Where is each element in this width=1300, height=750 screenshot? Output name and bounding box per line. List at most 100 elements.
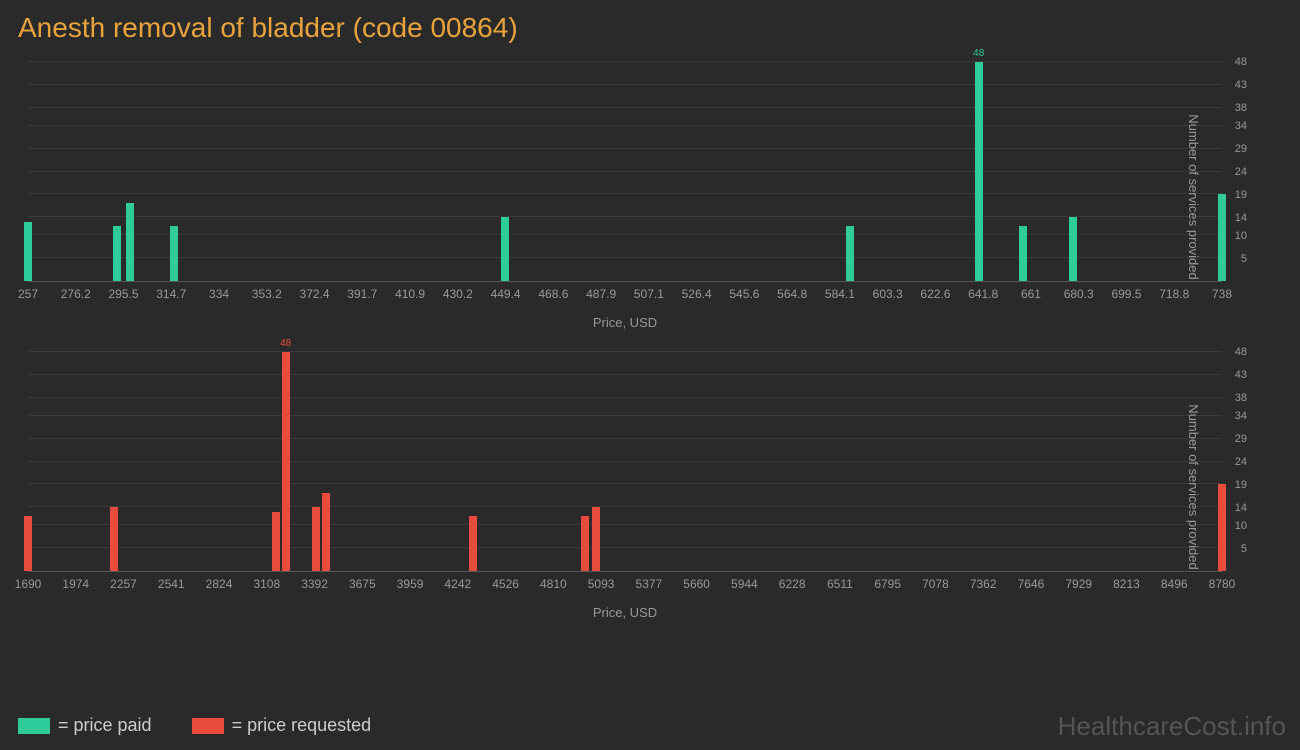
grid-line <box>28 148 1222 149</box>
x-axis-label: Price, USD <box>28 605 1222 620</box>
charts-container: 48 257276.2295.5314.7334353.2372.4391.74… <box>18 52 1282 632</box>
x-tick: 738 <box>1212 287 1232 301</box>
x-tick: 314.7 <box>156 287 186 301</box>
legend-swatch <box>192 718 224 734</box>
x-tick: 6228 <box>779 577 806 591</box>
y-tick: 48 <box>1235 346 1247 358</box>
x-tick: 468.6 <box>538 287 568 301</box>
y-tick: 5 <box>1241 543 1247 555</box>
grid-line <box>28 438 1222 439</box>
y-tick: 14 <box>1235 502 1247 514</box>
y-tick: 43 <box>1235 79 1247 91</box>
bar <box>469 516 477 571</box>
x-tick: 680.3 <box>1064 287 1094 301</box>
y-tick: 19 <box>1235 479 1247 491</box>
x-tick: 6511 <box>827 577 853 591</box>
grid-line <box>28 415 1222 416</box>
x-tick: 699.5 <box>1111 287 1141 301</box>
x-tick: 1690 <box>15 577 42 591</box>
x-tick: 564.8 <box>777 287 807 301</box>
x-tick: 603.3 <box>873 287 903 301</box>
x-tick: 6795 <box>874 577 901 591</box>
x-tick: 545.6 <box>729 287 759 301</box>
y-tick: 38 <box>1235 102 1247 114</box>
watermark: HealthcareCost.info <box>1058 711 1286 742</box>
x-tick: 391.7 <box>347 287 377 301</box>
x-tick: 507.1 <box>634 287 664 301</box>
bar-value-label: 48 <box>280 338 291 349</box>
grid-line <box>28 506 1222 507</box>
page-title: Anesth removal of bladder (code 00864) <box>0 0 1300 52</box>
x-tick: 4810 <box>540 577 567 591</box>
bar <box>170 226 178 281</box>
grid-line <box>28 61 1222 62</box>
x-tick: 3108 <box>253 577 280 591</box>
legend-swatch <box>18 718 50 734</box>
x-tick: 353.2 <box>252 287 282 301</box>
legend: = price paid = price requested <box>18 715 371 736</box>
x-tick: 487.9 <box>586 287 616 301</box>
y-tick: 48 <box>1235 56 1247 68</box>
bar <box>846 226 854 281</box>
x-tick: 584.1 <box>825 287 855 301</box>
x-tick: 2541 <box>158 577 185 591</box>
y-tick: 24 <box>1235 456 1247 468</box>
x-tick: 410.9 <box>395 287 425 301</box>
x-tick: 7362 <box>970 577 997 591</box>
chart-price-paid: 48 257276.2295.5314.7334353.2372.4391.74… <box>18 52 1282 342</box>
grid-line <box>28 193 1222 194</box>
x-tick: 8213 <box>1113 577 1140 591</box>
legend-label: = price requested <box>232 715 372 736</box>
y-tick: 38 <box>1235 392 1247 404</box>
bar <box>126 203 134 281</box>
x-tick: 4242 <box>444 577 471 591</box>
x-tick: 430.2 <box>443 287 473 301</box>
x-tick: 2824 <box>206 577 233 591</box>
x-tick: 2257 <box>110 577 137 591</box>
x-tick: 1974 <box>62 577 89 591</box>
x-tick: 276.2 <box>61 287 91 301</box>
grid-line <box>28 234 1222 235</box>
y-tick: 24 <box>1235 166 1247 178</box>
y-tick: 10 <box>1235 520 1247 532</box>
bar <box>592 507 600 571</box>
bar <box>1069 217 1077 281</box>
x-tick: 5944 <box>731 577 758 591</box>
bar-value-label: 48 <box>973 48 984 59</box>
legend-item-requested: = price requested <box>192 715 372 736</box>
grid-line <box>28 483 1222 484</box>
grid-line <box>28 107 1222 108</box>
x-tick: 526.4 <box>682 287 712 301</box>
grid-line <box>28 257 1222 258</box>
x-tick: 661 <box>1021 287 1041 301</box>
x-tick: 3392 <box>301 577 328 591</box>
x-tick: 7646 <box>1018 577 1045 591</box>
y-tick: 29 <box>1235 143 1247 155</box>
x-tick: 8496 <box>1161 577 1188 591</box>
x-tick: 4526 <box>492 577 519 591</box>
y-axis-label: Number of services provided <box>1186 114 1201 279</box>
x-tick: 372.4 <box>300 287 330 301</box>
y-tick: 14 <box>1235 212 1247 224</box>
y-tick: 19 <box>1235 189 1247 201</box>
grid-line <box>28 84 1222 85</box>
x-tick: 5093 <box>588 577 615 591</box>
bar <box>110 507 118 571</box>
chart-price-requested: 48 1690197422572541282431083392367539594… <box>18 342 1282 632</box>
y-tick: 43 <box>1235 369 1247 381</box>
x-tick: 7929 <box>1065 577 1092 591</box>
x-tick: 257 <box>18 287 38 301</box>
grid-line <box>28 216 1222 217</box>
bar <box>975 62 983 281</box>
x-tick: 718.8 <box>1159 287 1189 301</box>
bar <box>312 507 320 571</box>
bar <box>272 512 280 571</box>
grid-line <box>28 374 1222 375</box>
bar <box>24 222 32 281</box>
y-axis-label: Number of services provided <box>1186 404 1201 569</box>
grid-line <box>28 547 1222 548</box>
y-tick: 5 <box>1241 253 1247 265</box>
y-tick: 34 <box>1235 410 1247 422</box>
x-tick: 449.4 <box>491 287 521 301</box>
x-tick: 641.8 <box>968 287 998 301</box>
